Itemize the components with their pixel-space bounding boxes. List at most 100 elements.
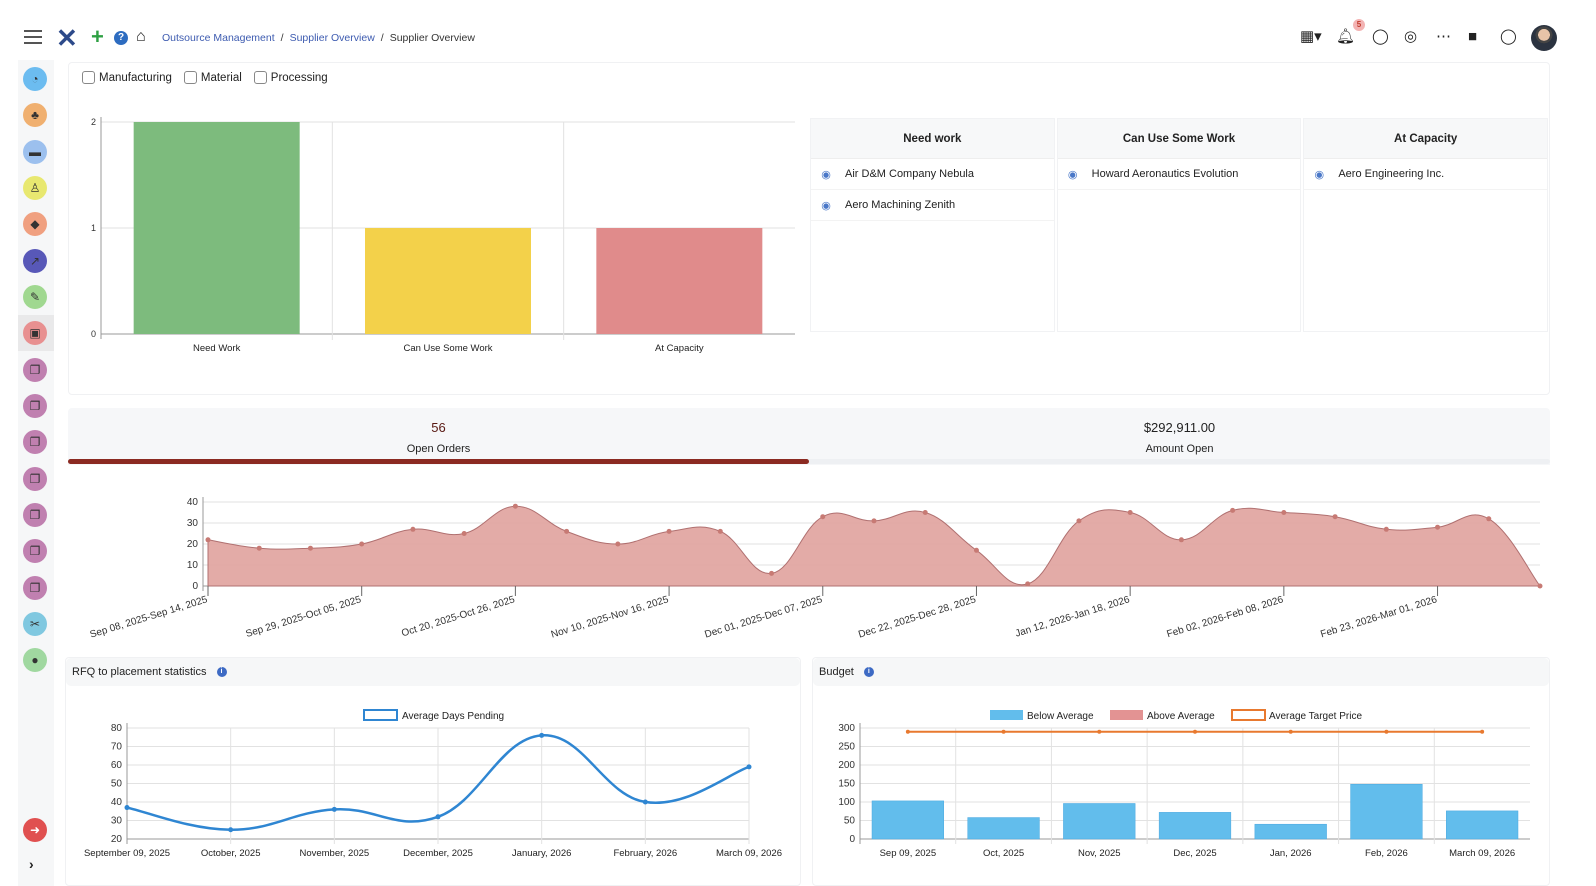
data-point-1 [256, 545, 262, 551]
budget-bar-5 [1350, 783, 1423, 840]
eye-icon[interactable]: ◉ [1067, 168, 1078, 181]
sidebar-item-truck-2[interactable]: ▬ [23, 140, 47, 164]
truck-icon: ▬ [29, 145, 41, 159]
area-series [207, 505, 1542, 587]
bar-can-use-some-work [365, 228, 531, 334]
column-header: Can Use Some Work [1057, 119, 1301, 159]
comment-icon[interactable]: ◯ [1500, 28, 1517, 45]
filter-manufacturing[interactable]: Manufacturing [82, 71, 172, 84]
category-filters: Manufacturing Material Processing [82, 71, 328, 84]
data-point-7 [564, 528, 570, 534]
sidebar-item-documents-13[interactable]: ❐ [23, 539, 47, 563]
eye-icon[interactable]: ◉ [1314, 168, 1325, 181]
chat-dots-icon[interactable]: ⋯ [1436, 28, 1451, 45]
filter-processing[interactable]: Processing [253, 71, 328, 84]
sidebar-item-comments-16[interactable]: ● [23, 648, 47, 672]
sidebar-item-person-3[interactable]: ♙ [23, 176, 47, 200]
sidebar-item-documents-10[interactable]: ❐ [23, 430, 47, 454]
bar-need-work [133, 122, 300, 334]
data-point-12 [820, 514, 826, 520]
filter-label: Manufacturing [99, 71, 172, 84]
y-tick-label: 20 [187, 539, 199, 550]
logo-icon[interactable]: ✕ [56, 23, 78, 53]
supplier-row[interactable]: ◉ Air D&M Company Nebula [811, 159, 1054, 190]
supplier-row[interactable]: ◉ Aero Machining Zenith [811, 190, 1054, 221]
bag-icon[interactable]: ■ [1468, 28, 1478, 45]
filter-material[interactable]: Material [183, 71, 242, 84]
data-point-8 [615, 541, 621, 547]
sidebar-item-documents-11[interactable]: ❐ [23, 467, 47, 491]
sign-out-icon[interactable]: ➜ [23, 818, 47, 842]
y-tick-label: 60 [111, 760, 123, 771]
eye-icon[interactable]: ◉ [821, 168, 831, 181]
chats-icon[interactable]: ◎ [1404, 28, 1418, 45]
breadcrumb: Outsource Management / Supplier Overview / S… [162, 32, 475, 44]
data-point-5 [461, 531, 467, 536]
x-tick-label: Feb 02, 2026-Feb 08, 2026 [1166, 594, 1286, 640]
chat-icon[interactable]: ◯ [1372, 28, 1389, 45]
plus-icon[interactable]: + [91, 24, 104, 49]
legend-swatch [363, 709, 398, 721]
target-point-1 [1001, 729, 1006, 734]
avatar[interactable] [1531, 25, 1557, 51]
data-point-25 [1486, 516, 1492, 522]
supplier-row[interactable]: ◉ Aero Engineering Inc. [1304, 159, 1548, 190]
breadcrumb-supplier-overview[interactable]: Supplier Overview [289, 32, 375, 44]
sidebar-item-users-1[interactable]: ♣ [23, 103, 47, 127]
sidebar-item-documents-9[interactable]: ❐ [23, 394, 47, 418]
data-point-19 [1178, 537, 1184, 543]
amount-open-value: $292,911.00 [1143, 420, 1216, 435]
x-tick-label: Sep 09, 2025 [880, 848, 937, 859]
sidebar-item-tag-4[interactable]: ◆ [23, 212, 47, 236]
y-tick-label: 1 [91, 223, 96, 233]
documents-icon: ❐ [29, 435, 41, 449]
building-dropdown-icon[interactable]: ▦▾ [1300, 28, 1322, 45]
sidebar-item-brush-6[interactable]: ✎ [23, 285, 47, 309]
x-tick-label: September 09, 2025 [84, 848, 170, 859]
y-tick-label: 2 [91, 117, 96, 127]
data-point-11 [769, 570, 775, 576]
sidebar-item-toolbox-7[interactable]: ▣ [23, 321, 47, 345]
sidebar-item-wrench-15[interactable]: ✂ [23, 612, 47, 636]
workload-column: At Capacity ◉ Aero Engineering Inc. [1303, 118, 1549, 332]
active-tab-indicator [68, 459, 809, 464]
sidebar-item-chart-line-5[interactable]: ↗ [23, 249, 47, 273]
home-icon[interactable]: ⌂ [136, 28, 146, 45]
info-icon[interactable]: i [216, 667, 227, 678]
menu-icon[interactable] [24, 30, 42, 44]
rfq-header: RFQ to placement statistics i [66, 658, 800, 686]
budget-bar-1 [967, 817, 1040, 840]
data-point-18 [1127, 510, 1133, 515]
info-icon[interactable]: i [863, 667, 874, 678]
y-tick-label: 30 [111, 816, 123, 827]
rfq-panel: RFQ to placement statistics i [65, 657, 801, 886]
sidebar-item-documents-8[interactable]: ❐ [23, 358, 47, 382]
sidebar-item-documents-12[interactable]: ❐ [23, 503, 47, 527]
sidebar: ◔ ♣ ▬ ♙ ◆ ↗ ✎ ▣ ❐ ❐ ❐ ❐ ❐ ❐ ❐ ✂ ● ➜ › [18, 60, 54, 886]
supplier-row[interactable]: ◉ Howard Aeronautics Evolution [1057, 159, 1301, 190]
data-point-3 [435, 814, 441, 820]
bell-icon[interactable]: 🔔︎ [1336, 28, 1356, 45]
tab-amount-open[interactable]: $292,911.00 Amount Open [809, 408, 1550, 465]
sidebar-item-documents-14[interactable]: ❐ [23, 576, 47, 600]
data-point-0 [124, 805, 130, 811]
checkbox[interactable] [82, 71, 95, 84]
checkbox[interactable] [183, 71, 197, 84]
y-tick-label: 150 [838, 779, 855, 790]
breadcrumb-outsource-management[interactable]: Outsource Management [162, 32, 275, 44]
help-icon[interactable]: ? [114, 31, 128, 45]
y-tick-label: 10 [187, 560, 199, 571]
active-tab-track [68, 459, 1550, 464]
workload-column: Need work ◉ Air D&M Company Nebula ◉ Aero Ma… [810, 118, 1055, 332]
data-point-24 [1435, 524, 1441, 530]
chevron-right-icon[interactable]: › [29, 856, 34, 872]
eye-icon[interactable]: ◉ [821, 199, 831, 212]
checkbox[interactable] [253, 71, 267, 84]
target-point-0 [905, 729, 910, 734]
tab-open-orders[interactable]: 56 Open Orders [68, 408, 809, 465]
y-tick-label: 250 [838, 742, 855, 753]
y-tick-label: 70 [111, 742, 123, 753]
sidebar-item-dashboard-0[interactable]: ◔ [23, 67, 47, 91]
y-tick-label: 200 [838, 760, 855, 771]
